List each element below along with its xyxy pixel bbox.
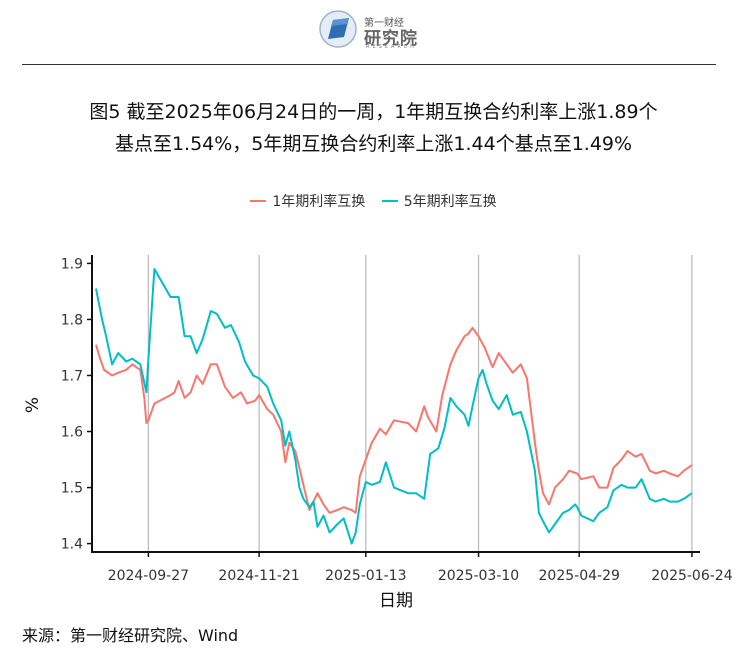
x-tick-label-2025-06-24: 2025-06-24 bbox=[651, 568, 732, 584]
source-note: 来源：第一财经研究院、Wind bbox=[22, 626, 239, 645]
chart-legend: 1年期利率互换 5年期利率互换 bbox=[0, 190, 747, 211]
x-tick-label-2024-09-27: 2024-09-27 bbox=[108, 568, 189, 584]
y-tick-label-1.6: 1.6 bbox=[61, 425, 83, 441]
legend-item-5y: 5年期利率互换 bbox=[381, 191, 497, 211]
x-tick-label-2024-11-21: 2024-11-21 bbox=[218, 568, 299, 584]
logo-small-text: 第一财经 bbox=[364, 18, 404, 29]
y-tick-label-1.5: 1.5 bbox=[61, 481, 83, 497]
legend-swatch-1y bbox=[250, 200, 267, 202]
logo-mark-icon bbox=[319, 10, 357, 48]
legend-swatch-5y bbox=[381, 200, 398, 202]
legend-label-1y: 1年期利率互换 bbox=[272, 194, 366, 210]
x-tick-label-2025-04-29: 2025-04-29 bbox=[539, 568, 620, 584]
logo-en-text: RESEARCH bbox=[366, 44, 417, 50]
chart-title-line-1: 图5 截至2025年06月24日的一周，1年期互换合约利率上涨1.89个 bbox=[89, 101, 658, 123]
y-tick-label-1.9: 1.9 bbox=[61, 256, 83, 272]
header-divider bbox=[22, 64, 716, 65]
x-tick-label-2025-03-10: 2025-03-10 bbox=[438, 568, 519, 584]
y-tick-label-1.8: 1.8 bbox=[61, 312, 83, 328]
legend-label-5y: 5年期利率互换 bbox=[403, 194, 497, 210]
logo: 第一财经 研究院 RESEARCH bbox=[0, 6, 747, 54]
x-axis-title: 日期 bbox=[379, 591, 413, 611]
legend-item-1y: 1年期利率互换 bbox=[250, 191, 365, 211]
chart-title-line-2: 基点至1.54%，5年期互换合约利率上涨1.44个基点至1.49% bbox=[114, 133, 633, 155]
y-tick-label-1.7: 1.7 bbox=[61, 368, 83, 384]
series-line-1y-segment-0 bbox=[95, 326, 693, 514]
series-line-5y-segment-0 bbox=[95, 268, 693, 545]
x-tick-label-2025-01-13: 2025-01-13 bbox=[325, 568, 406, 584]
logo-main-text: 研究院 bbox=[364, 29, 418, 49]
y-axis-title: % bbox=[23, 397, 43, 413]
y-tick-label-1.4: 1.4 bbox=[61, 537, 83, 553]
chart-title: 图5 截至2025年06月24日的一周，1年期互换合约利率上涨1.89个 基点至… bbox=[10, 96, 737, 160]
